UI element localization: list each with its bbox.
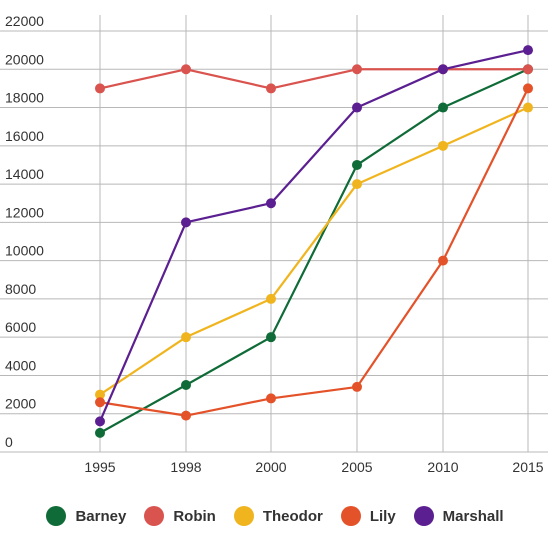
data-point-robin[interactable]: [352, 64, 362, 75]
legend-label: Lily: [369, 507, 396, 525]
y-tick-label: 22000: [5, 13, 44, 29]
legend-item-robin[interactable]: Robin: [144, 506, 216, 526]
legend: Barney Robin Theodor Lily Marshall: [0, 500, 550, 532]
data-point-theodor[interactable]: [266, 293, 276, 304]
y-tick-label: 16000: [5, 128, 44, 144]
y-axis: 0 2000 4000 6000 8000 10000 12000 14000 16000 180…: [5, 13, 44, 450]
data-point-lily[interactable]: [352, 381, 362, 392]
x-tick-label: 2000: [255, 459, 286, 475]
legend-item-marshall[interactable]: Marshall: [413, 506, 504, 526]
data-point-barney[interactable]: [352, 159, 362, 170]
data-point-barney[interactable]: [266, 332, 276, 343]
legend-item-theodor[interactable]: Theodor: [233, 506, 323, 526]
legend-label: Marshall: [442, 507, 504, 525]
data-point-theodor[interactable]: [95, 389, 105, 400]
x-tick-label: 2015: [512, 459, 543, 475]
legend-label: Theodor: [262, 507, 323, 525]
data-point-lily[interactable]: [266, 393, 276, 404]
series-points: [95, 45, 533, 438]
series-line-barney: [99, 68, 529, 434]
legend-item-barney[interactable]: Barney: [46, 506, 126, 526]
data-point-barney[interactable]: [95, 427, 105, 438]
y-tick-label: 8000: [5, 281, 36, 297]
data-point-lily[interactable]: [95, 397, 105, 408]
y-tick-label: 18000: [5, 90, 44, 106]
x-tick-label: 1995: [84, 459, 115, 475]
data-point-marshall[interactable]: [95, 416, 105, 427]
y-tick-label: 10000: [5, 243, 44, 259]
data-point-theodor[interactable]: [352, 179, 362, 190]
legend-item-lily[interactable]: Lily: [340, 506, 396, 526]
legend-marker: [46, 506, 67, 526]
y-tick-label: 14000: [5, 166, 44, 182]
y-tick-label: 0: [5, 434, 13, 450]
y-tick-label: 6000: [5, 319, 36, 335]
data-point-theodor[interactable]: [438, 140, 448, 151]
data-point-lily[interactable]: [181, 410, 191, 421]
grid: [0, 15, 548, 453]
legend-marker: [413, 506, 434, 526]
data-point-robin[interactable]: [181, 64, 191, 75]
data-point-lily[interactable]: [523, 83, 533, 94]
data-point-robin[interactable]: [523, 64, 533, 75]
data-point-robin[interactable]: [95, 83, 105, 94]
y-tick-label: 2000: [5, 396, 36, 412]
legend-marker: [340, 506, 361, 526]
x-tick-label: 1998: [170, 459, 201, 475]
data-point-theodor[interactable]: [523, 102, 533, 113]
legend-marker: [144, 506, 165, 526]
data-point-robin[interactable]: [266, 83, 276, 94]
series-line-marshall: [98, 49, 529, 422]
legend-label: Robin: [173, 507, 216, 525]
data-point-marshall[interactable]: [523, 45, 533, 56]
y-tick-label: 20000: [5, 51, 44, 67]
legend-label: Barney: [75, 507, 127, 525]
data-point-barney[interactable]: [438, 102, 448, 113]
data-point-marshall[interactable]: [352, 102, 362, 113]
line-chart: 0 2000 4000 6000 8000 10000 12000 14000 16000 180…: [0, 13, 548, 475]
x-tick-label: 2005: [341, 459, 372, 475]
series-line-theodor: [99, 106, 529, 396]
data-point-theodor[interactable]: [181, 332, 191, 343]
x-tick-label: 2010: [427, 459, 458, 475]
data-point-lily[interactable]: [438, 255, 448, 266]
series-line-lily: [99, 87, 529, 417]
data-point-barney[interactable]: [181, 380, 191, 391]
series-lines: [98, 49, 529, 434]
y-tick-label: 4000: [5, 357, 36, 373]
x-axis: 1995 1998 2000 2005 2010 2015: [84, 459, 543, 475]
data-point-marshall[interactable]: [438, 64, 448, 75]
legend-marker: [233, 506, 254, 526]
series-line-robin: [99, 68, 528, 90]
data-point-marshall[interactable]: [266, 198, 276, 209]
y-tick-label: 12000: [5, 204, 44, 220]
data-point-marshall[interactable]: [181, 217, 191, 228]
